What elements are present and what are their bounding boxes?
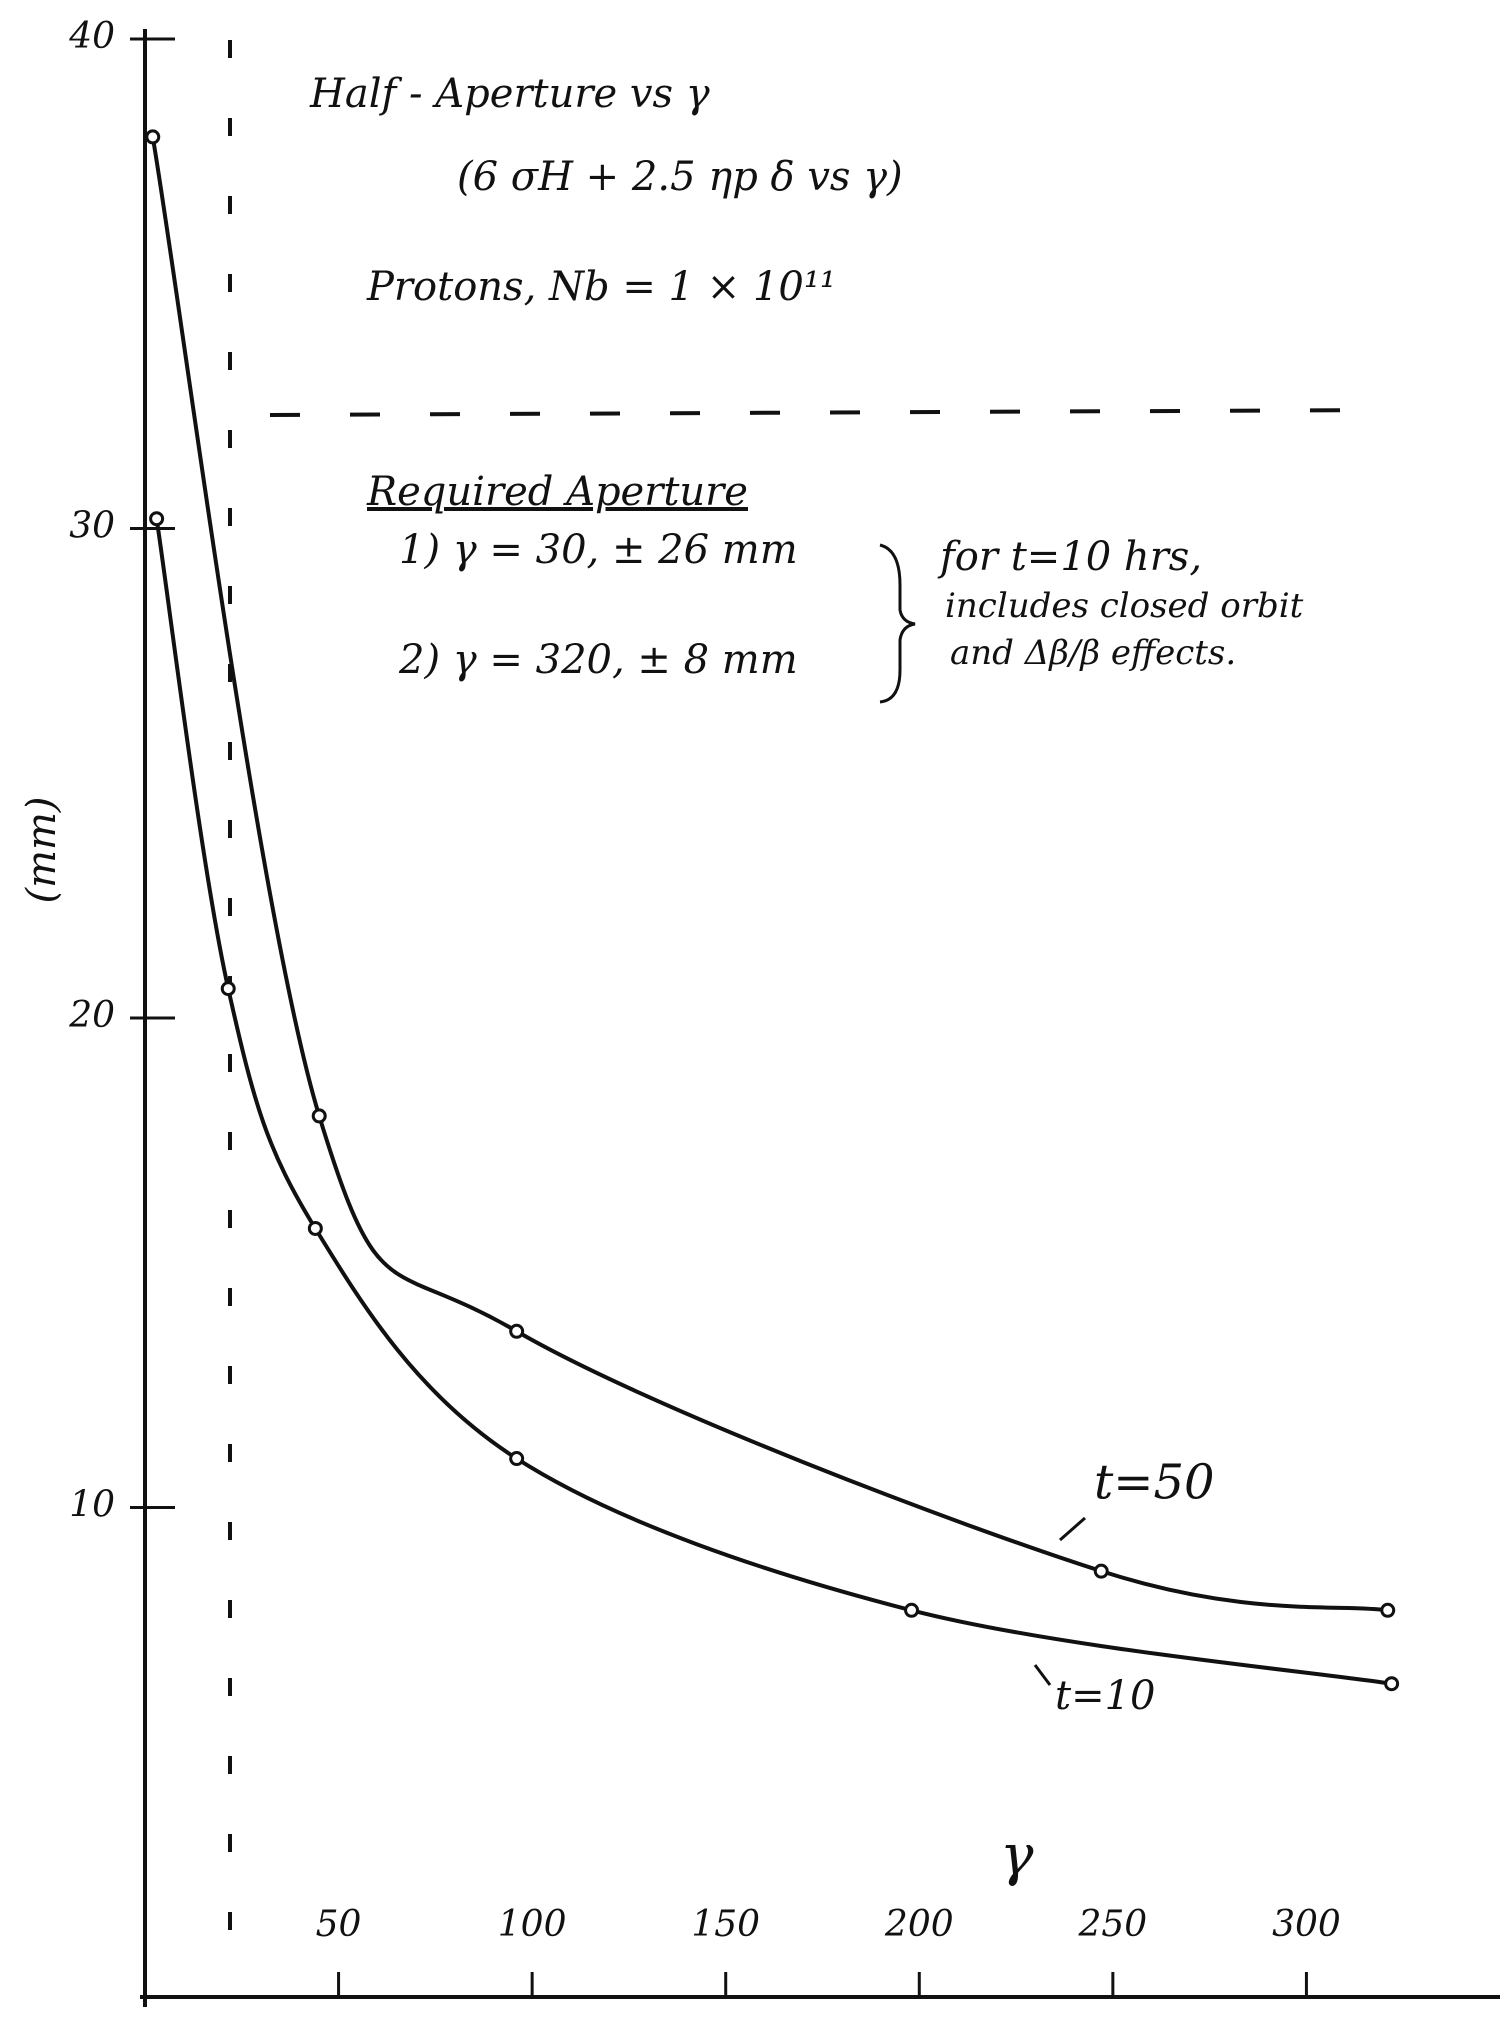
data-point (307, 1220, 323, 1236)
data-line (154, 518, 1392, 1686)
x-tick-label: 150 (691, 1904, 760, 1945)
y-tick-label: 10 (69, 1485, 115, 1526)
x-tick-label: 300 (1272, 1904, 1341, 1945)
brace (879, 543, 916, 704)
chart-title: Half - Aperture vs γ (309, 71, 710, 117)
x-tick-label: 250 (1077, 1904, 1147, 1945)
data-line (150, 136, 1388, 1613)
y-tick-label: 40 (68, 16, 115, 57)
data-point (1093, 1563, 1109, 1579)
y-tick-label: 20 (68, 995, 115, 1036)
label-leader (1059, 1516, 1086, 1542)
data-point (1384, 1676, 1400, 1692)
label-leader (1033, 1664, 1052, 1686)
x-tick-label: 200 (884, 1904, 954, 1945)
series-label: t=50 (1094, 1455, 1215, 1511)
annotation: 1) γ = 30, ± 26 mm (399, 527, 798, 573)
data-point (220, 981, 236, 997)
guide-line (269, 408, 1391, 417)
data-point (145, 129, 161, 145)
x-axis-label: γ (1000, 1824, 1034, 1889)
data-point (509, 1451, 525, 1467)
data-point (311, 1108, 327, 1124)
x-tick-label: 50 (316, 1904, 362, 1945)
x-tick-label: 100 (498, 1904, 567, 1945)
y-axis-label: (mm) (19, 796, 65, 903)
annotation: 2) γ = 320, ± 8 mm (398, 637, 798, 683)
annotation: for t=10 hrs, (937, 534, 1202, 580)
series-label: t=10 (1055, 1673, 1156, 1719)
annotation: Required Aperture (366, 469, 748, 515)
y-tick-label: 30 (69, 506, 115, 547)
data-point (149, 511, 165, 527)
data-point (509, 1323, 525, 1339)
data-point (1380, 1602, 1396, 1618)
annotation: Protons, Nb = 1 × 10¹¹ (366, 264, 836, 310)
annotation: and Δβ/β effects. (950, 633, 1236, 673)
annotation: includes closed orbit (945, 586, 1304, 626)
chart-subtitle: (6 σH + 2.5 ηp δ vs γ) (457, 154, 903, 200)
data-point (904, 1602, 920, 1618)
